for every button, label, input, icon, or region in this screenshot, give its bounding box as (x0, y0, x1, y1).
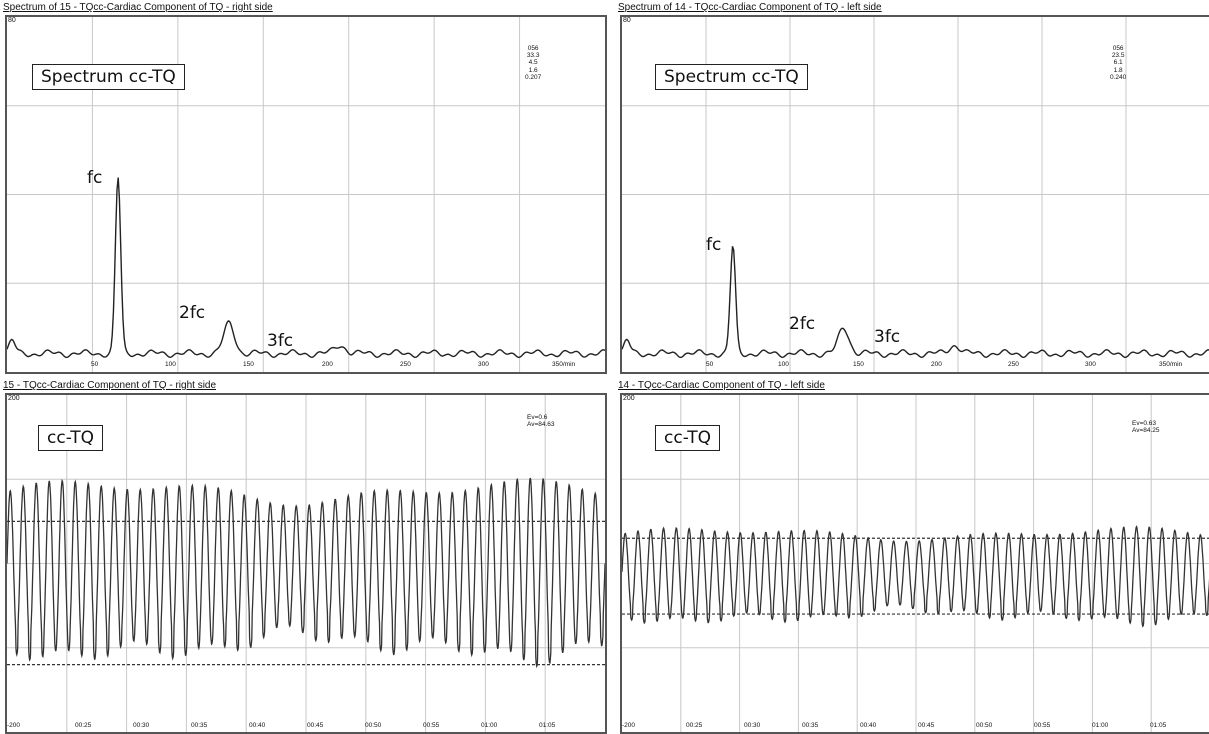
plot-area: 200 Ev=0.6 Av=84.63 cc-TQ -200 00:25 00:… (5, 393, 607, 734)
x-tick-label: 100 (778, 361, 789, 368)
y-max-label: 80 (8, 17, 16, 24)
stat-value: 056 (527, 45, 539, 52)
peak-label-fc: fc (706, 235, 722, 255)
x-tick-label: 01:00 (1092, 722, 1109, 729)
x-tick-label: 50 (91, 361, 99, 368)
x-tick-label: 50 (706, 361, 714, 368)
x-tick-label: 00:30 (133, 722, 150, 729)
spectrum-plot (7, 17, 605, 372)
x-tick-label: -200 (622, 722, 636, 729)
peak-label-2fc: 2fc (789, 314, 816, 334)
x-tick-label: -200 (7, 722, 21, 729)
stat-value: 4.5 (528, 59, 538, 67)
waveform-right-panel: 15 - TQcc-Cardiac Component of TQ - righ… (3, 380, 611, 734)
x-tick-label: 00:45 (918, 722, 935, 729)
x-tick-label: 250 (1008, 361, 1019, 368)
stat-value: Av=84.25 (1132, 427, 1160, 435)
panel-title: 14 - TQcc-Cardiac Component of TQ - left… (618, 380, 825, 391)
x-tick-label: 00:50 (365, 722, 382, 729)
stat-value: Av=84.63 (527, 421, 555, 429)
x-tick-label: 200 (322, 361, 333, 368)
x-tick-label: 300 (478, 361, 489, 368)
x-tick-label: 01:00 (481, 722, 498, 729)
x-tick-label: 00:30 (744, 722, 761, 729)
stat-value: 056 (1112, 45, 1124, 52)
x-tick-label: 300 (1085, 361, 1096, 368)
spectrum-box-label: Spectrum cc-TQ (655, 64, 808, 90)
waveform-left-panel: 14 - TQcc-Cardiac Component of TQ - left… (618, 380, 1209, 734)
stat-value: 0.207 (525, 73, 542, 81)
peak-label-2fc: 2fc (179, 303, 206, 323)
x-tick-label: 200 (931, 361, 942, 368)
spectrum-right-panel: Spectrum of 15 - TQcc-Cardiac Component … (3, 2, 611, 380)
waveform-series-line (622, 525, 1209, 628)
spectrum-series-line (7, 177, 605, 359)
waveform-series-line (7, 477, 605, 669)
stats-box: 056 23.5 6.1 1.8 0.240 (1110, 45, 1126, 81)
panel-title: Spectrum of 14 - TQcc-Cardiac Component … (618, 2, 882, 13)
stats-box: 056 33.3 4.5 1.6 0.207 (525, 45, 541, 81)
x-tick-label: 150 (243, 361, 254, 368)
stat-value: 1.6 (528, 66, 538, 74)
x-tick-label: 00:50 (976, 722, 993, 729)
panel-title: 15 - TQcc-Cardiac Component of TQ - righ… (3, 380, 217, 391)
plot-area: 80 056 33.3 4.5 1.6 0.207 Spectrum cc-TQ… (5, 15, 607, 374)
peak-label-fc: fc (87, 168, 103, 188)
stat-value: 6.1 (1113, 59, 1123, 67)
waveform-box-label: cc-TQ (38, 425, 104, 451)
x-tick-label: 150 (853, 361, 864, 368)
x-tick-label: 100 (165, 361, 176, 368)
x-tick-label: 01:05 (1150, 722, 1167, 729)
x-tick-label: 00:45 (307, 722, 324, 729)
y-max-label: 200 (623, 395, 635, 402)
y-max-label: 80 (623, 17, 631, 24)
plot-area: 80 056 23.5 6.1 1.8 0.240 Spectrum cc-TQ… (620, 15, 1209, 374)
x-tick-label: 350/min (552, 361, 576, 368)
waveform-plot (7, 395, 605, 732)
stat-value: 1.8 (1113, 66, 1123, 74)
spectrum-left-panel: Spectrum of 14 - TQcc-Cardiac Component … (618, 2, 1209, 380)
x-tick-label: 00:25 (686, 722, 703, 729)
stat-value: Ev=0.63 (1132, 420, 1157, 427)
waveform-plot (622, 395, 1209, 732)
x-tick-label: 00:35 (802, 722, 819, 729)
plot-area: 200 Ev=0.63 Av=84.25 cc-TQ -200 00:25 00… (620, 393, 1209, 734)
x-tick-label: 00:55 (423, 722, 440, 729)
x-tick-label: 00:55 (1034, 722, 1051, 729)
x-tick-label: 350/min (1159, 361, 1183, 368)
x-tick-label: 00:40 (860, 722, 877, 729)
peak-label-3fc: 3fc (874, 327, 901, 347)
stats-box: Ev=0.63 Av=84.25 (1132, 420, 1160, 434)
x-tick-label: 00:35 (191, 722, 208, 729)
waveform-box-label: cc-TQ (655, 425, 721, 451)
y-max-label: 200 (8, 395, 20, 402)
panel-title: Spectrum of 15 - TQcc-Cardiac Component … (3, 2, 273, 13)
x-tick-label: 00:25 (75, 722, 92, 729)
x-tick-label: 01:05 (539, 722, 556, 729)
x-tick-label: 250 (400, 361, 411, 368)
spectrum-box-label: Spectrum cc-TQ (32, 64, 185, 90)
stat-value: Ev=0.6 (527, 414, 548, 421)
x-tick-label: 00:40 (249, 722, 266, 729)
stat-value: 0.240 (1110, 73, 1127, 81)
stat-value: 33.3 (526, 52, 540, 60)
peak-label-3fc: 3fc (267, 331, 294, 351)
stat-value: 23.5 (1111, 52, 1125, 60)
spectrum-series-line (622, 246, 1209, 359)
stats-box: Ev=0.6 Av=84.63 (527, 414, 555, 428)
